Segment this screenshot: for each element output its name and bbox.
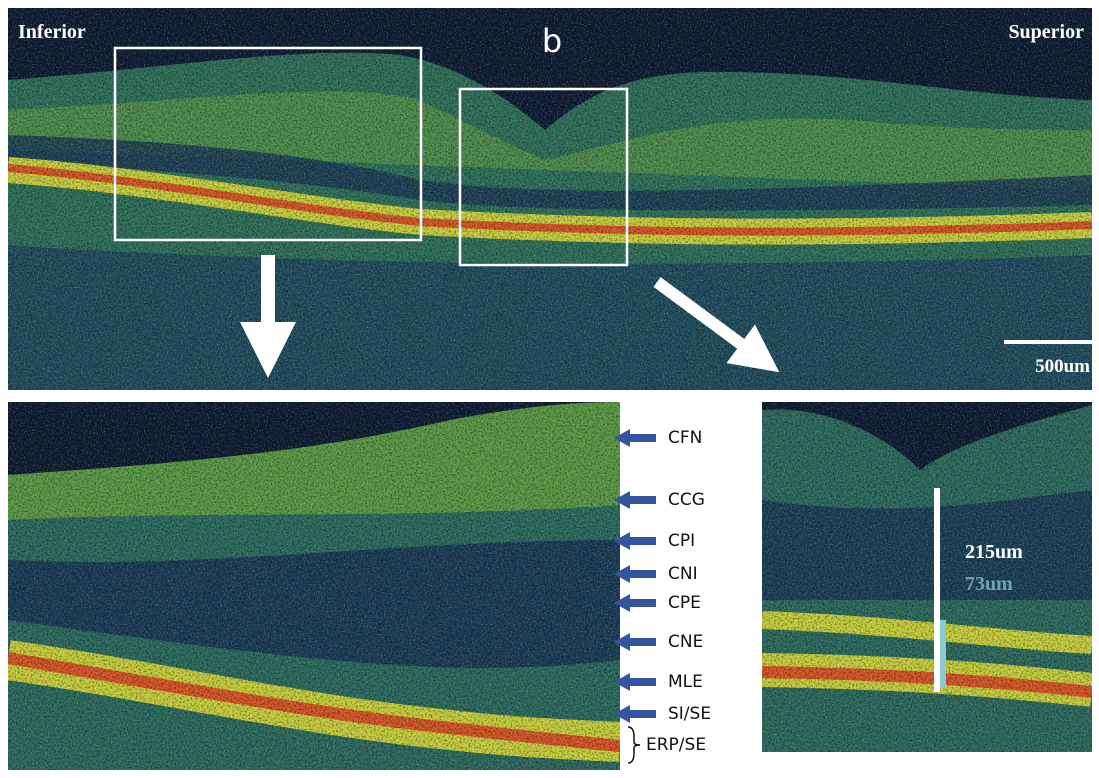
layer-labels: CFN CCG CPI CNI CPE CNE MLE SI/SE ERP/SE — [614, 428, 711, 763]
layer-arrow — [614, 532, 656, 550]
layer-arrow — [614, 633, 656, 651]
thickness-label: 215um — [965, 541, 1023, 563]
layer-label: CFN — [668, 428, 702, 448]
oct-scan-zoom-left — [8, 402, 620, 770]
direction-label: Inferior — [18, 21, 86, 43]
layer-label: ERP/SE — [646, 735, 706, 755]
panel-letter: b — [542, 22, 562, 60]
oct-scan-zoom-right — [762, 402, 1092, 752]
layer-arrow — [614, 429, 656, 447]
direction-label: Superior — [1008, 21, 1084, 43]
oct-scan-top — [8, 8, 1092, 390]
layer-label: SI/SE — [668, 704, 711, 724]
layer-label: MLE — [668, 672, 703, 692]
layer-arrow — [614, 594, 656, 612]
layer-label: CPI — [668, 531, 695, 551]
layer-label: CNE — [668, 632, 703, 652]
layer-label: CCG — [668, 490, 705, 510]
figure: Inferior Superior b 500um CFN CCG CPI CNI CP… — [0, 0, 1099, 778]
thickness-label: 73um — [965, 573, 1013, 595]
layer-label: CNI — [668, 564, 698, 584]
layer-arrow — [614, 673, 656, 691]
layer-brace — [628, 727, 640, 763]
layer-arrow — [614, 491, 656, 509]
layer-arrow — [614, 565, 656, 583]
layer-arrow — [614, 705, 656, 723]
scale-label: 500um — [1035, 356, 1090, 377]
layer-label: CPE — [668, 593, 701, 613]
